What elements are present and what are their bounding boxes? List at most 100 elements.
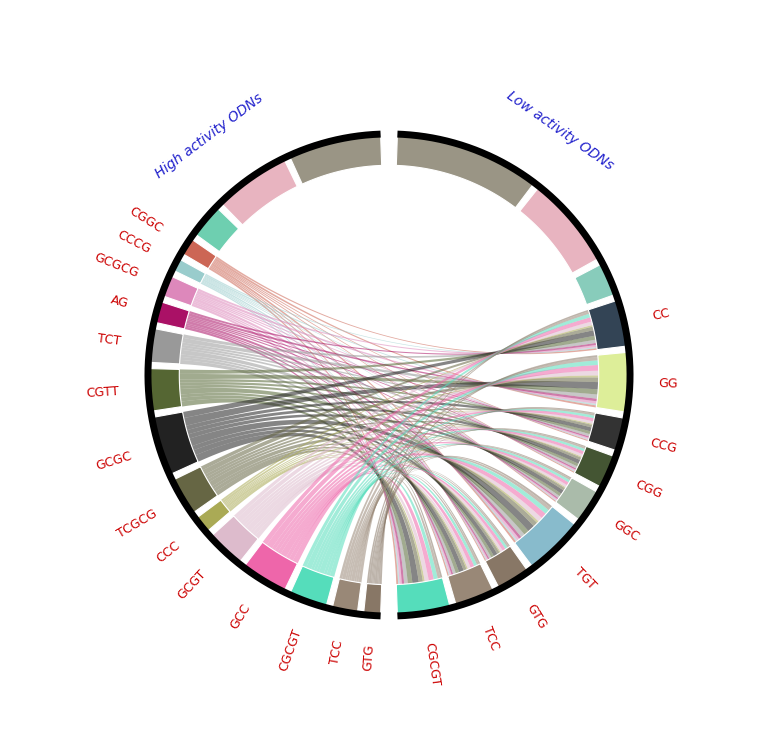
Polygon shape <box>332 579 361 614</box>
Polygon shape <box>211 262 517 543</box>
Polygon shape <box>180 347 560 498</box>
Polygon shape <box>244 542 297 592</box>
Polygon shape <box>555 478 599 521</box>
Polygon shape <box>363 584 382 616</box>
Polygon shape <box>252 462 471 569</box>
Polygon shape <box>180 354 492 559</box>
Polygon shape <box>303 314 591 568</box>
Text: AG: AG <box>110 293 130 310</box>
Polygon shape <box>202 280 487 561</box>
Polygon shape <box>183 330 595 418</box>
Polygon shape <box>233 322 593 519</box>
Text: TCC: TCC <box>480 625 501 652</box>
Polygon shape <box>179 374 598 394</box>
Polygon shape <box>246 449 542 532</box>
Text: Low activity ODNs: Low activity ODNs <box>504 88 616 172</box>
Polygon shape <box>212 262 556 503</box>
Polygon shape <box>204 274 597 406</box>
Polygon shape <box>180 385 562 496</box>
Polygon shape <box>148 368 182 411</box>
Polygon shape <box>195 500 230 532</box>
Polygon shape <box>214 257 597 407</box>
Polygon shape <box>244 439 567 529</box>
Polygon shape <box>186 320 521 539</box>
Polygon shape <box>154 302 189 329</box>
Text: TCGCG: TCGCG <box>115 506 159 540</box>
Polygon shape <box>366 310 589 584</box>
Polygon shape <box>194 207 239 252</box>
Polygon shape <box>191 426 498 556</box>
Polygon shape <box>242 427 583 526</box>
Text: GCGT: GCGT <box>175 567 209 602</box>
Polygon shape <box>209 266 449 576</box>
Polygon shape <box>195 433 419 584</box>
Polygon shape <box>192 302 452 575</box>
Polygon shape <box>213 260 588 441</box>
Polygon shape <box>226 444 539 524</box>
Polygon shape <box>222 376 599 503</box>
Text: GCGC: GCGC <box>94 449 133 472</box>
Polygon shape <box>306 360 598 569</box>
Polygon shape <box>588 413 626 451</box>
Polygon shape <box>286 464 506 560</box>
Text: CCG: CCG <box>649 436 678 455</box>
Polygon shape <box>179 336 596 374</box>
Polygon shape <box>237 370 599 523</box>
Text: CGGC: CGGC <box>127 205 165 236</box>
Polygon shape <box>575 263 616 305</box>
Polygon shape <box>194 296 558 500</box>
Text: GGC: GGC <box>611 518 642 544</box>
Text: TCC: TCC <box>328 639 345 665</box>
Text: TGT: TGT <box>572 565 598 592</box>
Polygon shape <box>180 357 456 574</box>
Polygon shape <box>201 282 400 584</box>
Polygon shape <box>289 566 334 608</box>
Polygon shape <box>204 276 589 440</box>
Polygon shape <box>189 420 534 532</box>
Polygon shape <box>203 278 557 501</box>
Polygon shape <box>216 256 598 354</box>
Polygon shape <box>205 274 597 354</box>
Polygon shape <box>339 311 590 579</box>
Polygon shape <box>205 408 593 477</box>
Text: GG: GG <box>659 376 678 390</box>
Text: TCT: TCT <box>97 332 122 348</box>
Polygon shape <box>181 342 591 436</box>
Polygon shape <box>349 444 571 581</box>
Polygon shape <box>187 319 559 500</box>
Text: CCCG: CCCG <box>114 228 152 256</box>
Text: CGG: CGG <box>633 478 664 502</box>
Polygon shape <box>208 430 566 490</box>
Polygon shape <box>211 516 258 563</box>
Polygon shape <box>181 345 577 469</box>
Text: GTG: GTG <box>524 602 548 632</box>
Polygon shape <box>314 429 585 572</box>
Polygon shape <box>181 398 412 584</box>
Polygon shape <box>250 458 503 553</box>
Polygon shape <box>188 311 597 355</box>
Polygon shape <box>162 275 198 306</box>
Polygon shape <box>377 470 510 584</box>
Polygon shape <box>514 506 576 568</box>
Polygon shape <box>447 564 494 607</box>
Polygon shape <box>212 260 575 473</box>
Polygon shape <box>213 447 467 571</box>
Polygon shape <box>180 395 459 574</box>
Polygon shape <box>372 428 586 584</box>
Polygon shape <box>187 317 576 470</box>
Text: CGCGT: CGCGT <box>276 627 303 673</box>
Polygon shape <box>184 381 598 426</box>
Polygon shape <box>180 382 579 466</box>
Polygon shape <box>197 289 597 354</box>
Polygon shape <box>201 281 450 576</box>
Text: CCC: CCC <box>154 538 182 566</box>
Polygon shape <box>378 474 480 584</box>
Polygon shape <box>194 295 576 471</box>
Text: GCC: GCC <box>228 602 254 632</box>
Polygon shape <box>326 472 477 576</box>
Polygon shape <box>209 267 398 584</box>
Polygon shape <box>319 455 549 574</box>
Polygon shape <box>228 454 468 570</box>
Polygon shape <box>180 393 494 558</box>
Polygon shape <box>289 134 382 184</box>
